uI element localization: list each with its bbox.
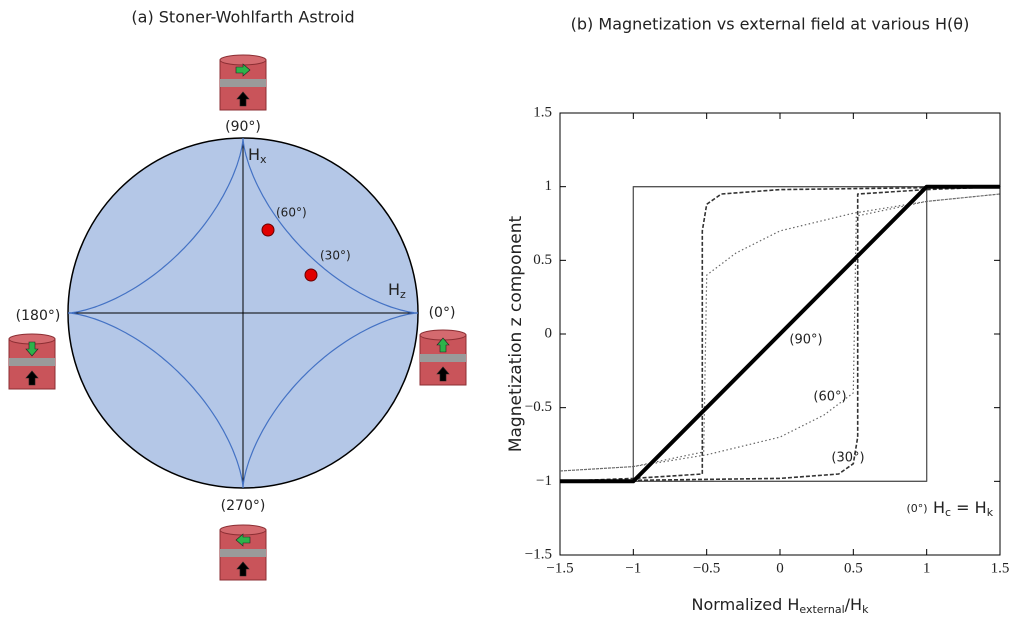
x-axis-label: Normalized Hexternal/Hk bbox=[692, 595, 870, 617]
icon-arrow bbox=[236, 561, 250, 577]
icon-top bbox=[219, 524, 267, 536]
y-tick-label: 1.5 bbox=[533, 104, 552, 120]
panel-title: (b) Magnetization vs external field at v… bbox=[571, 15, 970, 34]
y-axis-label: Magnetization z component bbox=[506, 216, 526, 453]
icon-arrow bbox=[236, 91, 250, 107]
axis-label-part: z bbox=[400, 288, 406, 301]
y-tick-label: 1 bbox=[545, 178, 553, 194]
axis-label: Hx bbox=[248, 145, 267, 167]
icon-arrow bbox=[436, 337, 450, 353]
icon-arrow bbox=[436, 366, 450, 382]
icon-arrow bbox=[25, 370, 39, 386]
panel-b: (b) Magnetization vs external field at v… bbox=[506, 15, 1009, 617]
annotation-part: H bbox=[933, 498, 945, 517]
angle-label: (90°) bbox=[225, 119, 261, 135]
series-label: (0°) bbox=[906, 502, 927, 515]
x-axis-label-part: /H bbox=[845, 595, 862, 614]
icon-layer bbox=[220, 79, 266, 87]
icon-arrow bbox=[235, 63, 251, 77]
x-tick-label: −1 bbox=[625, 560, 641, 576]
y-tick-label: −1 bbox=[536, 473, 552, 489]
icon-layer bbox=[9, 358, 55, 366]
y-tick-label: 0 bbox=[545, 325, 553, 341]
x-tick-label: 1.5 bbox=[991, 560, 1010, 576]
angle-label: (60°) bbox=[276, 206, 307, 220]
axis-label-part: H bbox=[388, 280, 400, 299]
angle-label: (0°) bbox=[429, 305, 456, 321]
x-tick-label: 0 bbox=[776, 560, 784, 576]
field-dot bbox=[261, 223, 275, 237]
astroid-curve bbox=[68, 138, 418, 488]
series-label: (90°) bbox=[789, 333, 822, 348]
x-tick-label: −0.5 bbox=[693, 560, 720, 576]
axis-label: Hz bbox=[388, 280, 406, 302]
axis-label-part: x bbox=[260, 153, 267, 166]
angle-label: (30°) bbox=[320, 249, 351, 263]
series-line bbox=[560, 184, 1000, 484]
angle-label: (270°) bbox=[221, 498, 266, 514]
annotation: Hc = Hk bbox=[933, 498, 994, 520]
y-tick-label: −0.5 bbox=[525, 399, 552, 415]
x-axis-label-part: k bbox=[862, 603, 869, 616]
icon-arrow bbox=[25, 341, 39, 357]
series-label: (30°) bbox=[831, 451, 864, 466]
icon-top bbox=[219, 54, 267, 66]
x-tick-label: −1.5 bbox=[546, 560, 573, 576]
axis-label-part: H bbox=[248, 145, 260, 164]
icon-layer bbox=[420, 354, 466, 362]
icon-arrow bbox=[235, 533, 251, 547]
x-axis-label-part: Normalized H bbox=[692, 595, 800, 614]
panel-a: (a) Stoner-Wohlfarth Astroid (90°) (0°) (1… bbox=[8, 8, 467, 581]
icon-layer bbox=[220, 549, 266, 557]
angle-label: (180°) bbox=[16, 308, 61, 324]
x-tick-label: 1 bbox=[923, 560, 931, 576]
panel-title: (a) Stoner-Wohlfarth Astroid bbox=[131, 8, 354, 27]
annotation-part: k bbox=[987, 506, 994, 519]
annotation-part: c bbox=[945, 506, 951, 519]
y-tick-label: −1.5 bbox=[525, 546, 552, 562]
annotation-part: = H bbox=[951, 498, 987, 517]
x-axis-label-part: external bbox=[799, 603, 844, 616]
series-label: (60°) bbox=[813, 390, 846, 405]
y-tick-label: 0.5 bbox=[533, 252, 552, 268]
field-dot bbox=[304, 268, 318, 282]
x-tick-label: 0.5 bbox=[844, 560, 863, 576]
